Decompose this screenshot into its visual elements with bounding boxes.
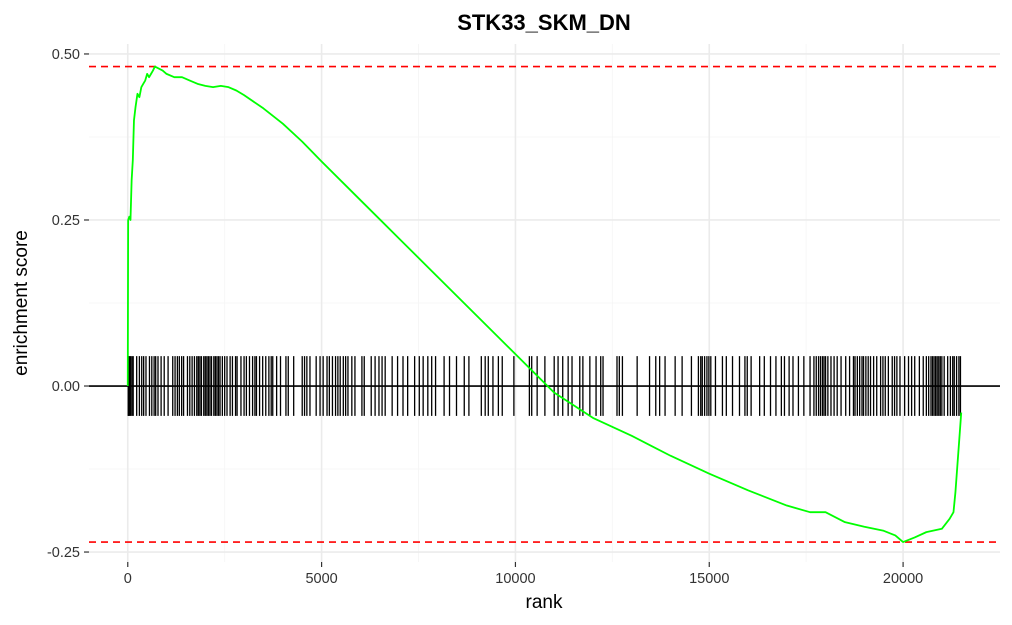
x-tick-label: 0 [124,571,132,587]
x-axis: 0 5000 10000 15000 20000 [124,562,923,587]
x-tick-label: 10000 [495,571,535,587]
x-tick-label: 15000 [689,571,729,587]
y-tick-label: 0.50 [52,47,80,63]
y-tick-label: 0.00 [52,379,80,395]
y-tick-label: 0.25 [52,213,80,229]
y-axis: -0.25 0.00 0.25 0.50 [47,47,89,561]
grid [89,44,1000,562]
y-tick-label: -0.25 [47,545,80,561]
y-axis-title: enrichment score [11,230,32,376]
chart-title: STK33_SKM_DN [457,10,631,35]
x-axis-title: rank [526,592,563,613]
x-tick-label: 20000 [883,571,923,587]
enrichment-curve [126,65,963,543]
limit-lines [89,65,1000,543]
x-tick-label: 5000 [305,571,337,587]
